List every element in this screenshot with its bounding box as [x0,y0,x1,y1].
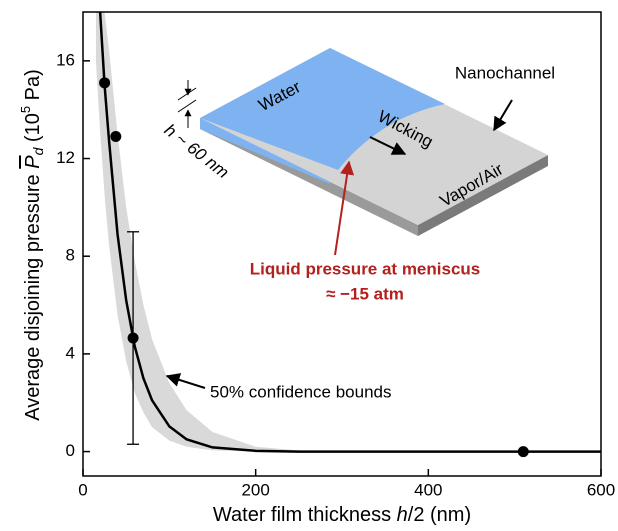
page: Water Wicking Nanochannel Vapor/Air h ~ … [0,0,618,531]
chart: Water Wicking Nanochannel Vapor/Air h ~ … [0,0,618,531]
y-label-unit-end: Pa) [22,69,44,106]
band-arrow [167,376,205,388]
y-tick-label: 16 [56,50,75,69]
data-point [110,131,121,142]
data-point [128,333,139,344]
x-tick-label: 200 [241,480,269,499]
y-tick-label: 12 [56,148,75,167]
height-guide [178,100,196,112]
inset-diagram: Water Wicking Nanochannel Vapor/Air h ~ … [161,48,555,401]
x-label-symbol: h [397,504,408,526]
x-axis-label: Water film thickness h/2 (nm) [213,504,471,526]
data-point [99,77,110,88]
meniscus-label: ≈ −15 atm [326,284,404,303]
x-label-text: Water film thickness [213,504,397,526]
band-label: 50% confidence bounds [210,382,391,401]
y-label-unit: (10 [22,113,44,147]
y-tick-label: 0 [66,441,75,460]
x-label-suffix: /2 (nm) [408,504,471,526]
nanochannel-label: Nanochannel [455,63,555,82]
data-point [518,446,529,457]
y-label-symbol: P [22,155,44,169]
y-label-text: Average disjoining pressure [22,169,44,421]
y-label-exponent: 5 [18,106,33,113]
meniscus-label: Liquid pressure at meniscus [250,259,481,278]
nanochannel-arrow [494,100,512,130]
x-tick-label: 600 [587,480,615,499]
x-tick-label: 0 [78,480,87,499]
y-tick-label: 8 [66,246,75,265]
y-axis-label: Average disjoining pressure Pd (105 Pa) [18,69,45,421]
height-guide [178,88,196,100]
y-tick-label: 4 [66,343,75,362]
x-tick-label: 400 [414,480,442,499]
